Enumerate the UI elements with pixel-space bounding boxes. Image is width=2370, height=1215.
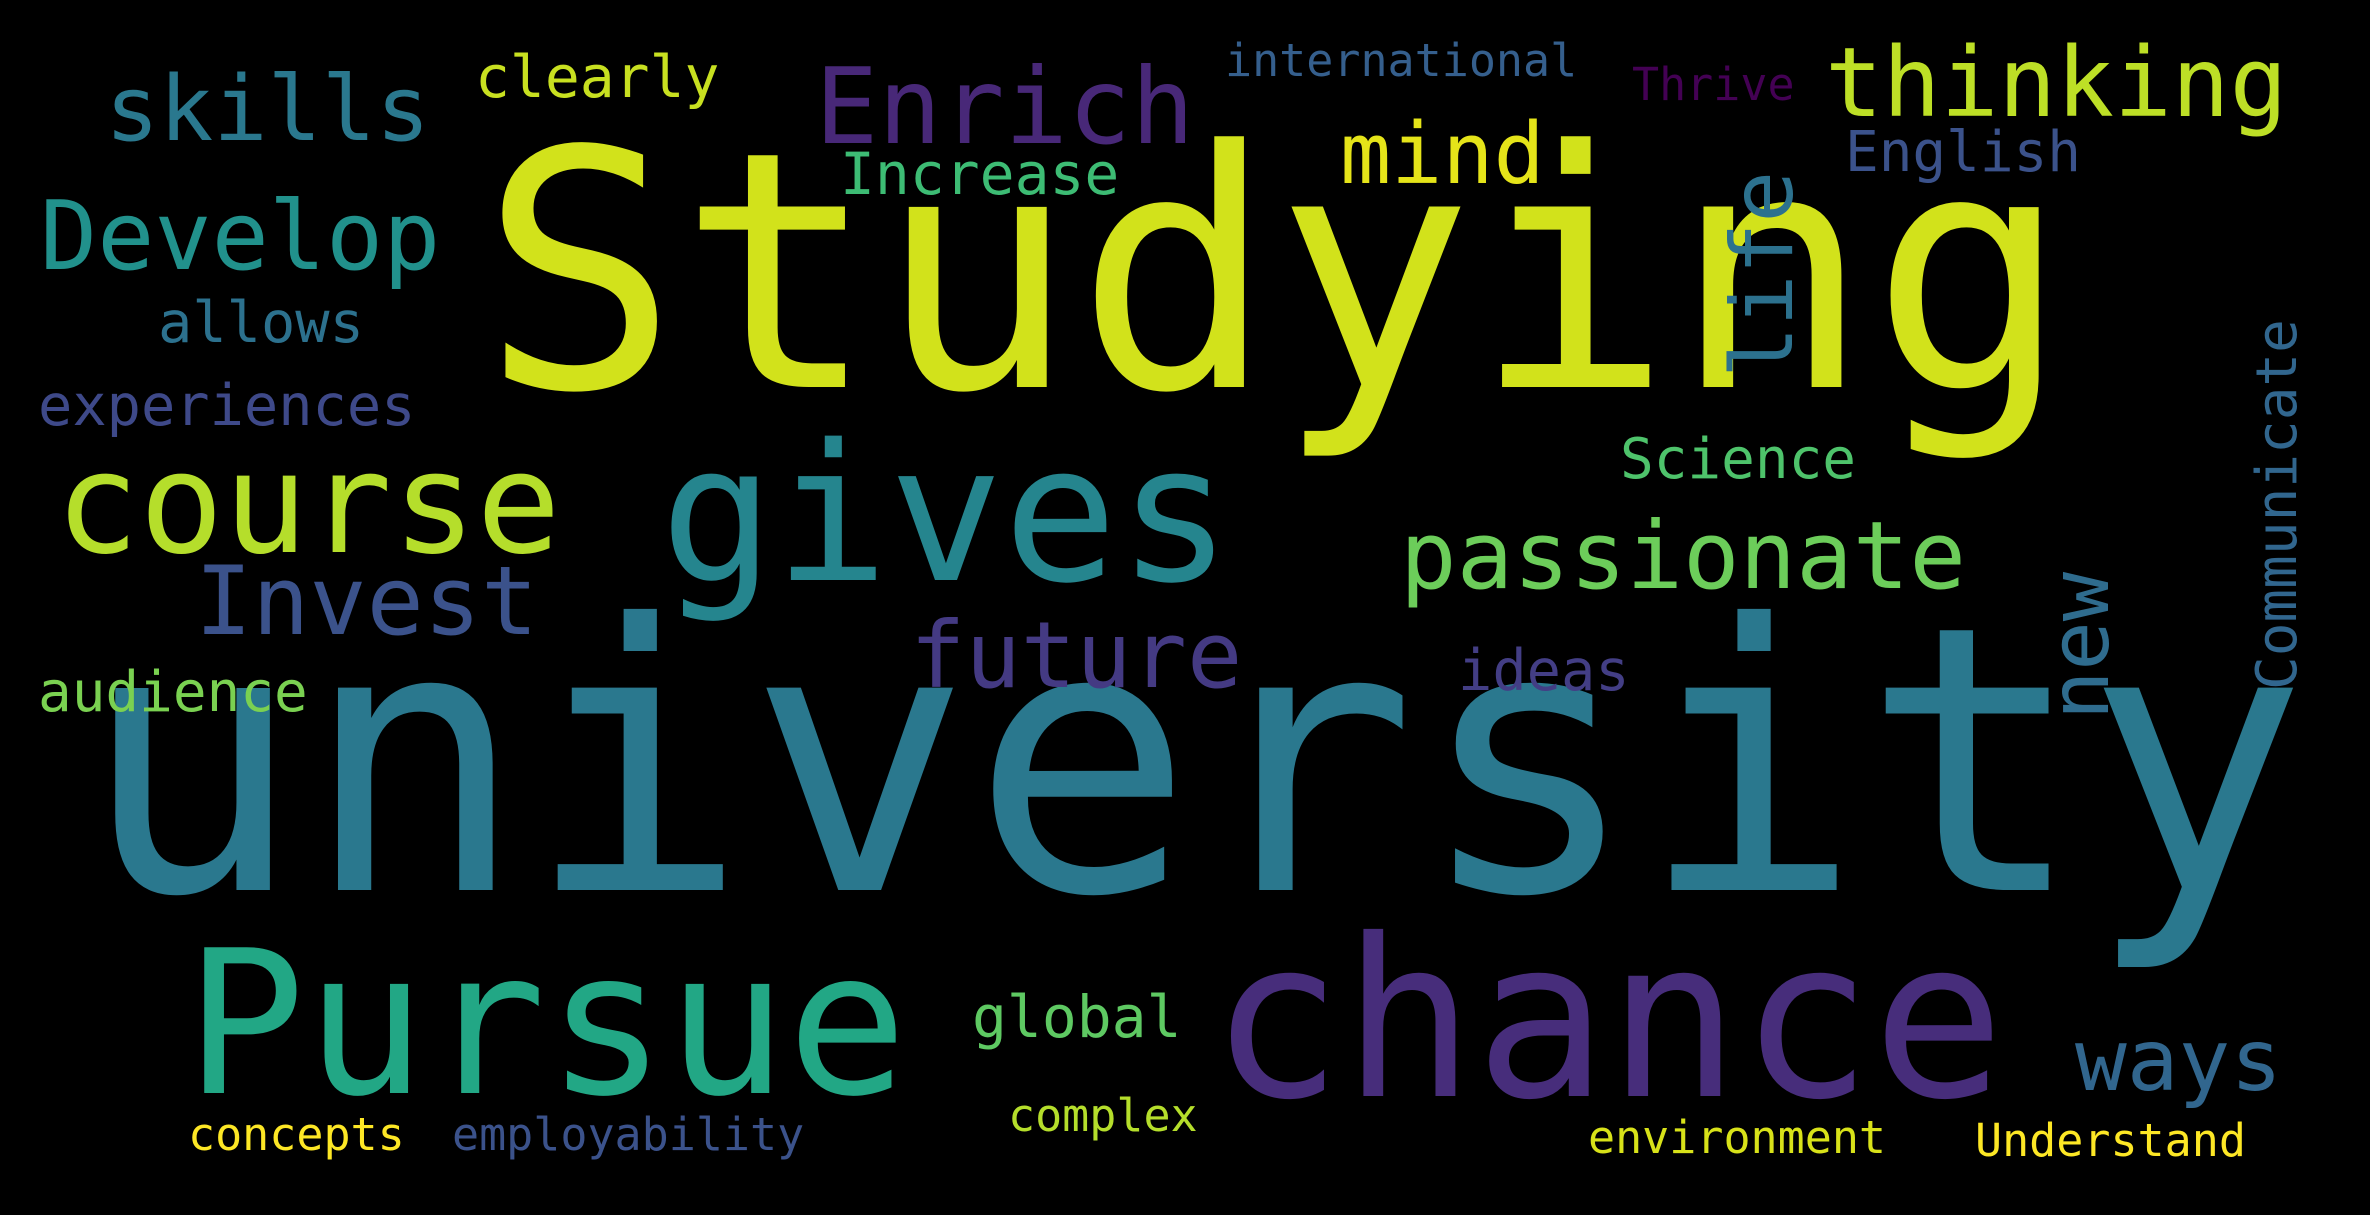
word-international: international [1225,34,1578,87]
word-mind: mind [1340,105,1545,204]
word-concepts: concepts [188,1108,405,1161]
word-thinking: thinking [1825,27,2288,139]
word-passionate: passionate [1400,502,1966,611]
word-allows: allows [158,290,364,356]
word-life: life [1713,170,1813,378]
word-chance: chance [1210,892,2005,1148]
word-employability: employability [452,1108,805,1161]
word-invest: Invest [195,547,539,657]
word-science: Science [1620,427,1857,492]
word-experiences: experiences [38,373,416,439]
word-ideas: ideas [1458,638,1630,704]
word-studying: Studying [480,81,2070,465]
word-new: new [2033,571,2128,720]
word-thrive: Thrive [1632,58,1795,111]
word-audience: audience [38,660,308,725]
word-english: English [1845,120,2082,185]
word-global: global [972,983,1182,1051]
word-future: future [910,602,1243,709]
word-communicate: Communicate [2245,319,2310,690]
word-course: course [55,423,561,586]
word-increase: Increase [840,140,1120,208]
word-university: university [80,548,2308,978]
word-clearly: clearly [475,43,720,111]
word-develop: Develop [40,182,441,292]
word-gives: gives [660,404,1232,625]
word-enrich: Enrich [815,46,1195,168]
word-skills: skills [105,57,431,162]
word-environment: environment [1588,1111,1887,1164]
word-pursue: Pursue [185,908,908,1141]
word-understand: Understand [1975,1114,2246,1167]
word-ways: ways [2075,1011,2283,1111]
word-complex: complex [1008,1089,1198,1142]
